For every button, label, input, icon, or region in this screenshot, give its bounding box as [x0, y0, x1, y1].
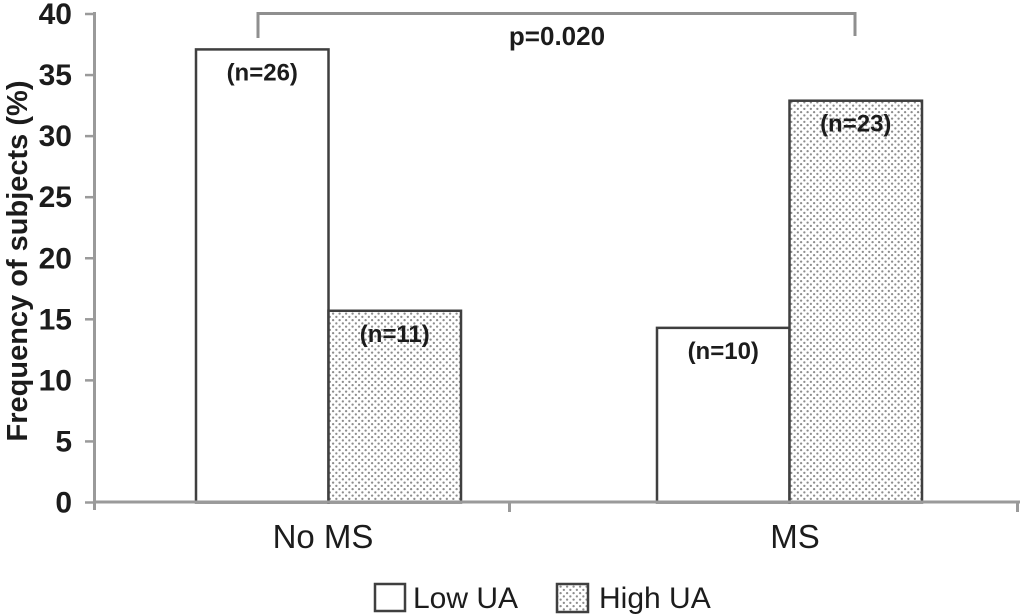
p-value-label: p=0.020 — [509, 21, 605, 51]
x-category-label-no-ms: No MS — [273, 518, 374, 555]
y-axis-tick-label: 15 — [39, 303, 72, 336]
legend: Low UA High UA — [373, 582, 711, 615]
legend-swatch-high-ua — [555, 582, 590, 614]
bar-count-label: (n=10) — [688, 338, 759, 365]
y-axis-tick-label: 5 — [55, 425, 72, 458]
y-axis-tick-label: 40 — [39, 0, 72, 31]
y-axis-tick-label: 10 — [39, 364, 72, 397]
legend-swatch-low-ua — [373, 582, 407, 613]
bar-count-label: (n=23) — [820, 111, 891, 138]
y-axis-tick-label: 25 — [39, 181, 72, 214]
legend-label-low-ua: Low UA — [413, 582, 518, 615]
y-axis-tick-label: 30 — [39, 120, 72, 153]
x-category-label-ms: MS — [770, 518, 820, 555]
bar-count-label: (n=26) — [227, 59, 298, 86]
bar-no-ms-low-ua — [194, 48, 330, 504]
y-axis-title: Frequency of subjects (%) — [2, 81, 34, 442]
y-axis-tick-label: 20 — [39, 242, 72, 275]
y-axis-tick-label: 0 — [55, 487, 72, 520]
bar-count-label: (n=11) — [360, 321, 430, 348]
y-axis-tick-label: 35 — [39, 59, 72, 92]
legend-label-high-ua: High UA — [599, 582, 711, 615]
significance-bracket — [256, 12, 857, 38]
bar-ms-high-ua — [788, 99, 924, 504]
y-axis-ticks: 0 5 10 15 20 25 30 35 40 — [39, 0, 94, 520]
bars: (n=26) (n=10) (n=11) (n=23) — [194, 48, 924, 504]
